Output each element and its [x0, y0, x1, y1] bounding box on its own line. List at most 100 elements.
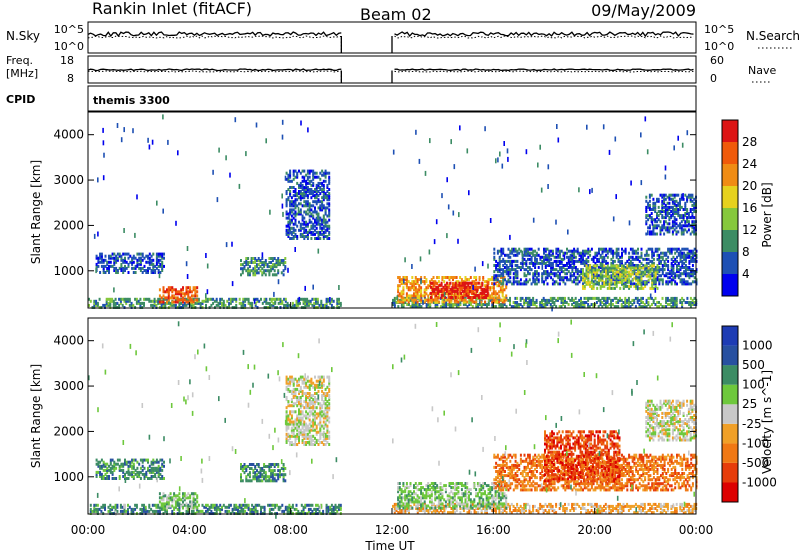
heatmap-cell: [319, 206, 322, 210]
heatmap-cell: [226, 299, 229, 303]
heatmap-cell: [458, 285, 461, 289]
heatmap-cell: [637, 272, 639, 276]
heatmap-cell: [683, 261, 686, 265]
heatmap-cell: [121, 505, 124, 509]
heatmap-cell: [562, 280, 565, 284]
heatmap-cell: [486, 281, 489, 285]
heatmap-cell: [672, 276, 675, 280]
heatmap-cell: [546, 301, 549, 304]
heatmap-cell: [400, 300, 403, 304]
heatmap-cell: [183, 292, 186, 296]
heatmap-cell: [431, 287, 434, 291]
heatmap-cell: [656, 278, 659, 282]
heatmap-cell: [150, 258, 153, 262]
heatmap-cell: [546, 257, 549, 261]
nsky-trace: [87, 31, 694, 53]
heatmap-cell: [425, 298, 428, 302]
heatmap-cell: [148, 505, 151, 509]
heatmap-cell: [606, 296, 609, 300]
heatmap-cell: [282, 259, 285, 262]
heatmap-cell: [157, 254, 160, 258]
heatmap-cell: [135, 299, 138, 303]
heatmap-cell: [523, 261, 526, 265]
heatmap-cell: [328, 230, 331, 234]
heatmap-cell: [691, 208, 694, 211]
heatmap-cell: [585, 251, 588, 255]
heatmap-cell: [684, 257, 687, 261]
heatmap-cell: [446, 233, 448, 239]
heatmap-cell: [225, 155, 227, 161]
heatmap-cell: [315, 218, 318, 222]
heatmap-cell: [578, 251, 581, 255]
heatmap-cell: [686, 216, 689, 220]
heatmap-cell: [516, 266, 519, 269]
heatmap-cell: [213, 507, 216, 511]
heatmap-cell: [580, 270, 583, 274]
heatmap-cell: [141, 509, 144, 513]
heatmap-cell: [299, 212, 302, 216]
heatmap-cell: [551, 249, 554, 253]
heatmap-cell: [476, 293, 479, 297]
heatmap-cell: [539, 303, 542, 306]
heatmap-cell: [205, 297, 207, 301]
heatmap-cell: [670, 298, 673, 302]
heatmap-cell: [322, 198, 325, 202]
heatmap-cell: [247, 267, 250, 271]
heatmap-cell: [489, 294, 492, 298]
heatmap-cell: [440, 283, 443, 287]
heatmap-cell: [285, 230, 288, 234]
heatmap-cell: [212, 301, 215, 305]
heatmap-cell: [256, 259, 258, 262]
heatmap-cell: [640, 305, 643, 309]
heatmap-cell: [322, 192, 325, 196]
heatmap-cell: [108, 464, 110, 468]
heatmap-cell: [645, 257, 648, 261]
heatmap-cell: [152, 466, 155, 470]
heatmap-cell: [308, 218, 311, 222]
heatmap-cell: [690, 255, 693, 259]
heatmap-cell: [414, 286, 417, 290]
heatmap-cell: [322, 186, 325, 189]
heatmap-cell: [578, 257, 581, 261]
heatmap-cell: [285, 224, 288, 228]
heatmap-cell: [677, 135, 679, 141]
heatmap-cell: [324, 208, 327, 212]
heatmap-cell: [693, 276, 696, 280]
heatmap-cell: [564, 272, 567, 276]
heatmap-cell: [624, 274, 627, 278]
heatmap-cell: [322, 188, 325, 191]
heatmap-cell: [270, 267, 273, 271]
heatmap-cell: [637, 285, 639, 291]
heatmap-cell: [452, 284, 454, 288]
heatmap-cell: [548, 274, 551, 278]
heatmap-cell: [615, 284, 618, 288]
heatmap-cell: [498, 298, 501, 302]
heatmap-cell: [167, 494, 170, 498]
heatmap-cell: [622, 249, 625, 253]
heatmap-cell: [507, 156, 509, 162]
heatmap-cell: [622, 272, 625, 276]
heatmap-cell: [627, 303, 630, 306]
heatmap-cell: [285, 198, 288, 202]
heatmap-cell: [290, 509, 293, 513]
heatmap-cell: [141, 468, 144, 472]
heatmap-cell: [289, 169, 292, 173]
heatmap-cell: [307, 507, 310, 511]
heatmap-cell: [404, 298, 407, 302]
heatmap-cell: [527, 249, 529, 253]
heatmap-cell: [654, 296, 657, 300]
heatmap-cell: [244, 299, 247, 303]
heatmap-cell: [286, 507, 289, 511]
heatmap-cell: [687, 212, 690, 215]
heatmap-cell: [108, 264, 110, 268]
heatmap-cell: [667, 264, 670, 267]
heatmap-cell: [430, 294, 433, 298]
heatmap-cell: [624, 305, 627, 309]
heatmap-cell: [651, 255, 654, 259]
heatmap-cell: [122, 269, 125, 272]
heatmap-cell: [268, 303, 271, 307]
heatmap-cell: [263, 475, 266, 479]
heatmap-cell: [173, 288, 176, 292]
heatmap-cell: [153, 509, 156, 513]
heatmap-cell: [628, 220, 631, 226]
